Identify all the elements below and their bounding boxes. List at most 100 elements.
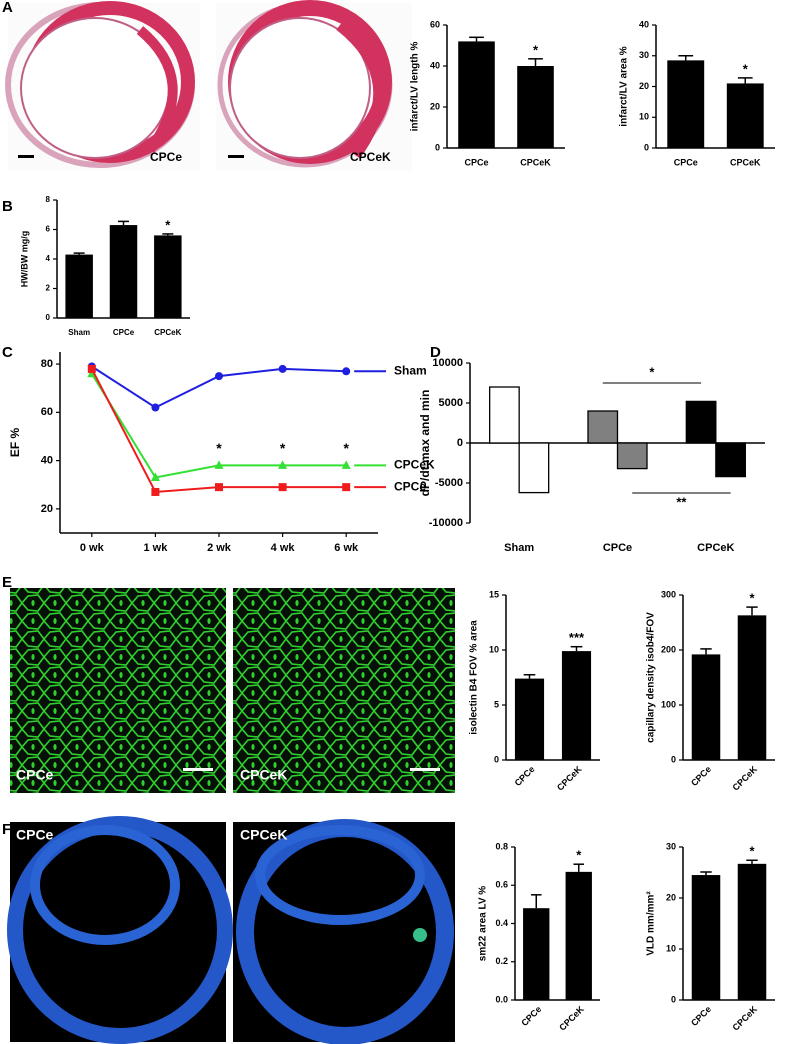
y-tick-label: 30 — [666, 841, 676, 851]
y-tick-label: 200 — [661, 644, 676, 654]
bar — [489, 386, 520, 444]
y-tick-label: 0.6 — [495, 880, 508, 890]
y-tick-label: 40 — [41, 455, 53, 467]
x-tick-label: CPCeK — [730, 764, 759, 793]
marker — [150, 472, 160, 481]
y-tick-label: 10 — [639, 112, 649, 122]
y-tick-label: 0.8 — [495, 841, 508, 851]
significance-label: * — [749, 591, 755, 606]
series-line — [90, 368, 347, 494]
bar — [616, 442, 648, 470]
panel-label: C — [2, 344, 13, 361]
y-tick-label: 100 — [661, 699, 676, 709]
bar — [65, 254, 93, 318]
y-tick-label: 30 — [639, 50, 649, 60]
y-tick-label: 40 — [639, 19, 649, 29]
histology-image — [216, 0, 412, 171]
fluorescence-image — [233, 588, 455, 793]
y-tick-label: 8 — [46, 195, 51, 204]
y-tick-label: 10 — [666, 943, 676, 953]
marker — [215, 483, 223, 492]
y-tick-label: 20 — [666, 892, 676, 902]
x-tick-label: CPCe — [113, 328, 135, 337]
fluorescence-image — [7, 816, 233, 1044]
y-axis-label: dP/dt max and min — [418, 390, 432, 497]
scale-bar — [183, 768, 213, 771]
marker — [151, 403, 160, 412]
marker — [214, 460, 224, 469]
x-tick-label: Sham — [68, 328, 90, 337]
x-tick-label: CPCe — [519, 1004, 543, 1028]
y-tick-label: 20 — [639, 81, 649, 91]
y-axis-label: infarct/LV length % — [410, 41, 421, 131]
bar — [561, 651, 592, 760]
y-tick-label: 60 — [430, 19, 440, 29]
bar — [565, 871, 592, 1000]
significance-label: * — [216, 440, 222, 456]
bar — [737, 615, 767, 760]
y-tick-label: 10 — [489, 644, 499, 654]
y-tick-label: 0 — [671, 754, 676, 764]
y-tick-label: 0.2 — [495, 956, 508, 966]
x-tick-label: CPCe — [689, 764, 713, 788]
marker — [278, 460, 288, 469]
x-tick-label: CPCeK — [697, 542, 734, 554]
fluorescence-image — [10, 588, 226, 793]
bar — [458, 41, 495, 148]
significance-label: *** — [569, 630, 585, 645]
y-tick-label: 0 — [494, 754, 499, 764]
y-tick-label: 20 — [430, 101, 440, 111]
bar — [691, 875, 721, 1000]
significance-label: * — [649, 364, 655, 379]
y-axis-label: VLD mm/mm² — [646, 891, 657, 956]
bar — [691, 654, 721, 760]
y-axis-label: HW/BW mg/g — [19, 231, 29, 288]
y-tick-label: 5 — [494, 699, 499, 709]
x-tick-label: CPCe — [674, 157, 698, 167]
y-axis-label: EF % — [8, 428, 22, 458]
y-tick-label: 60 — [41, 406, 53, 418]
histology-image — [5, 1, 200, 171]
legend-label: Sham — [394, 363, 427, 377]
y-tick-label: 6 — [46, 225, 51, 234]
y-tick-label: 0 — [46, 313, 51, 322]
x-tick-label: 0 wk — [80, 542, 105, 554]
y-axis-label: sm22 area LV % — [478, 886, 489, 962]
marker — [215, 372, 223, 381]
panel-label: B — [2, 198, 13, 215]
marker — [342, 367, 351, 376]
panel-label: A — [2, 0, 13, 16]
y-tick-label: 20 — [41, 503, 53, 515]
x-tick-label: 4 wk — [271, 542, 296, 554]
y-tick-label: 4 — [46, 254, 51, 263]
image-label: CPCeK — [350, 150, 391, 164]
y-axis-label: isolectin B4 FOV % area — [469, 620, 480, 735]
x-tick-label: CPCeK — [557, 1004, 586, 1033]
bar — [523, 908, 550, 1000]
marker — [278, 364, 287, 373]
x-tick-label: CPCeK — [730, 1004, 759, 1033]
bar — [109, 225, 138, 318]
significance-label: * — [165, 217, 171, 232]
x-tick-label: 6 wk — [334, 542, 359, 554]
significance-label: * — [749, 844, 755, 859]
y-tick-label: -5000 — [435, 477, 463, 489]
marker — [151, 487, 160, 496]
y-tick-label: 80 — [41, 358, 53, 370]
marker — [342, 483, 351, 492]
y-tick-label: 0 — [671, 994, 676, 1004]
y-tick-label: -10000 — [429, 517, 463, 529]
significance-label: * — [343, 440, 349, 456]
x-tick-label: CPCeK — [154, 328, 181, 337]
marker — [341, 460, 351, 469]
y-tick-label: 10000 — [432, 357, 463, 369]
x-tick-label: 1 wk — [143, 542, 168, 554]
y-tick-label: 40 — [430, 60, 440, 70]
x-tick-label: CPCeK — [555, 764, 584, 793]
panel-label: D — [430, 344, 441, 361]
y-tick-label: 0.4 — [495, 918, 508, 928]
marker — [278, 483, 287, 492]
image-label: CPCeK — [240, 767, 287, 783]
panel-label: F — [2, 821, 11, 838]
y-tick-label: 0 — [457, 437, 463, 449]
